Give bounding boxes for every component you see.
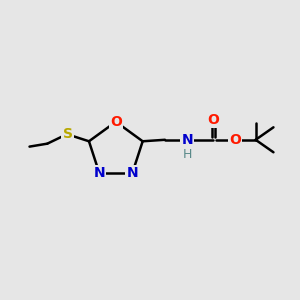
Text: H: H (183, 148, 192, 160)
Text: S: S (63, 127, 73, 141)
Text: N: N (182, 133, 193, 147)
Text: O: O (229, 133, 241, 147)
Text: O: O (110, 115, 122, 129)
Text: N: N (93, 166, 105, 180)
Text: N: N (127, 166, 138, 180)
Text: O: O (208, 112, 219, 127)
